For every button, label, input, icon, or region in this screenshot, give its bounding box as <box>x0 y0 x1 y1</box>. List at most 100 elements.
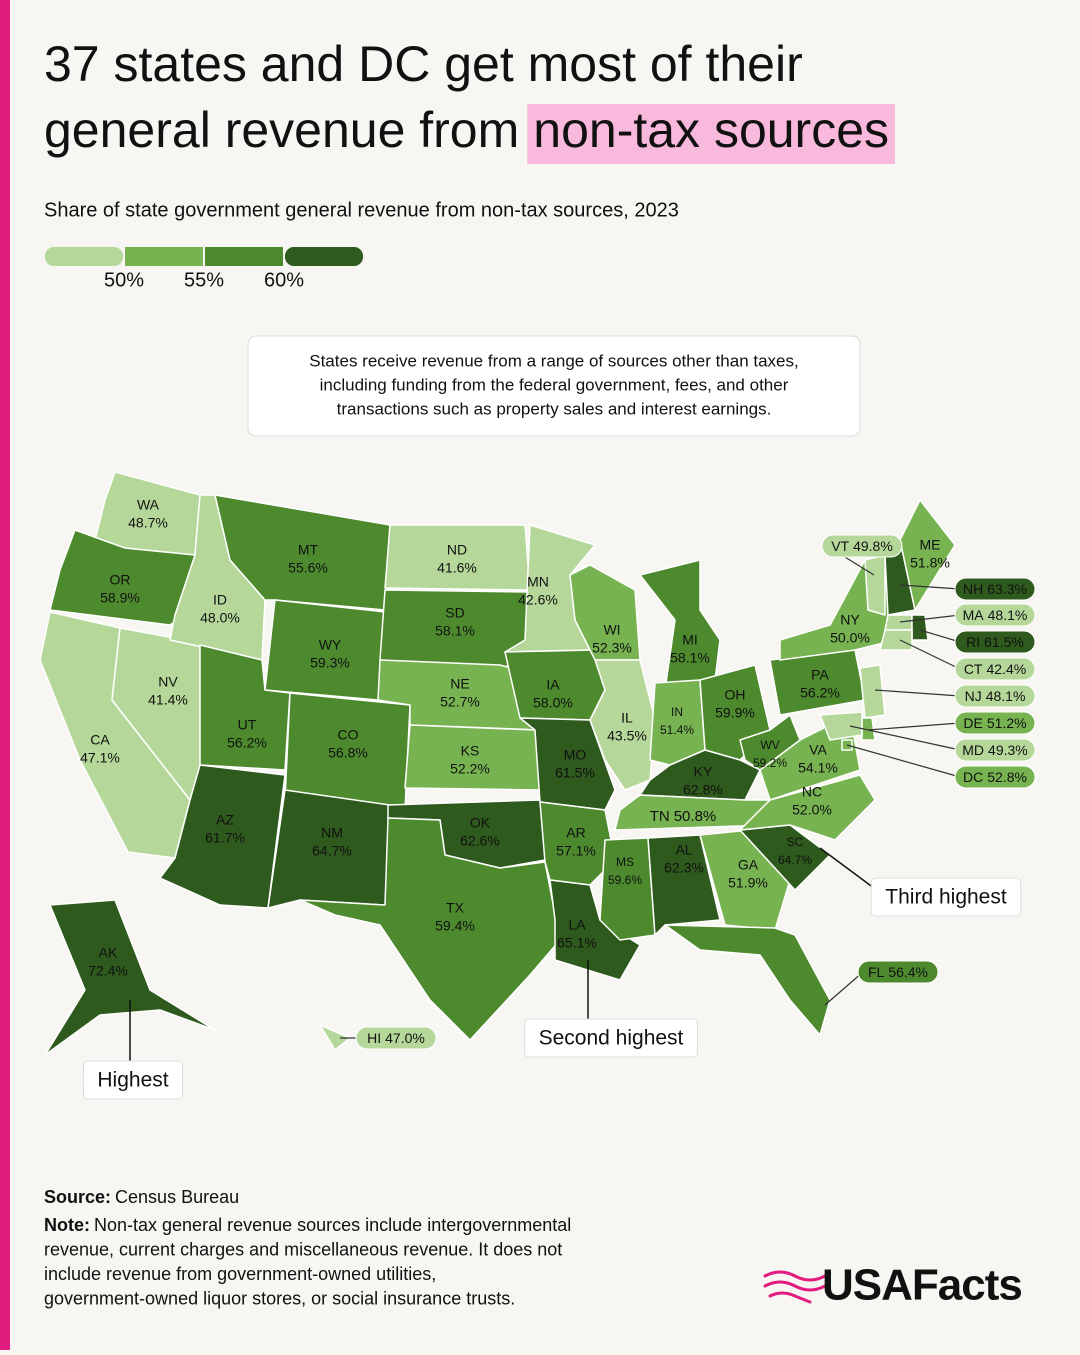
state-value: 56.8% <box>328 745 368 761</box>
state-abbr: MA <box>963 607 985 623</box>
subtitle: Share of state government general revenu… <box>44 199 679 221</box>
state-value: 55.6% <box>288 560 328 576</box>
state-label: VT 49.8% <box>831 538 893 554</box>
label-pill <box>954 738 1036 762</box>
state <box>44 899 216 1056</box>
logo-stroke <box>763 1270 827 1282</box>
state-value: 63.3% <box>987 581 1027 597</box>
leader-line <box>867 722 961 731</box>
state-value: 54.1% <box>798 760 838 776</box>
legend-swatch <box>125 247 203 266</box>
state-abbr: OH <box>725 687 746 703</box>
state-abbr: NY <box>840 612 860 628</box>
annotation-text: Third highest <box>885 886 1007 909</box>
state-label: NJ 48.1% <box>965 688 1026 704</box>
label-pill <box>954 603 1036 627</box>
legend-cap <box>52 247 112 266</box>
legend-cap <box>292 247 352 266</box>
note-text: include revenue from government-owned ut… <box>44 1264 436 1284</box>
title-highlight: non-tax sources <box>533 102 889 158</box>
state-abbr: AZ <box>216 812 234 828</box>
note: revenue, current charges and miscellaneo… <box>44 1239 562 1259</box>
state-abbr: AL <box>675 842 692 858</box>
state-abbr: IL <box>621 710 633 726</box>
leader-line <box>899 639 961 670</box>
label-pill <box>857 960 939 984</box>
state-value: 51.8% <box>910 555 950 571</box>
leader-line <box>849 725 961 751</box>
state-abbr: IA <box>546 677 560 693</box>
state-abbr: AK <box>99 945 118 961</box>
state-value: 59.9% <box>715 705 755 721</box>
logo-icon <box>763 1270 827 1304</box>
state-value: 65.1% <box>557 935 597 951</box>
map: WA 48.7% OR 58.9% CA 47.1% NV 41.4% ID 48.0% MT 55.… <box>39 471 1036 1056</box>
state-abbr: WA <box>137 497 160 513</box>
state-abbr: NC <box>802 784 822 800</box>
state-value: 52.7% <box>440 694 480 710</box>
state-abbr: KS <box>461 743 480 759</box>
label-pill <box>954 711 1036 735</box>
leader-line <box>899 614 961 623</box>
state-value: 57.1% <box>556 843 596 859</box>
state-abbr: TX <box>446 900 465 916</box>
state-abbr: VT <box>831 538 849 554</box>
source: Source: Census Bureau <box>44 1187 239 1207</box>
state-abbr: IN <box>671 705 683 719</box>
state <box>899 499 956 611</box>
title: 37 states and DC get most of their <box>44 36 803 92</box>
state-value: 48.0% <box>200 610 240 626</box>
state-value: 56.2% <box>227 735 267 751</box>
annotation-box <box>82 1060 184 1100</box>
state-label: MD 49.3% <box>962 742 1027 758</box>
label-pill <box>954 630 1036 654</box>
label-pill <box>355 1026 437 1050</box>
state <box>664 924 831 1036</box>
annotation-box <box>870 877 1022 917</box>
callout-text: transactions such as property sales and … <box>337 399 772 418</box>
state-value: 61.5% <box>555 765 595 781</box>
state-value: 51.9% <box>728 875 768 891</box>
logo-stroke <box>768 1291 812 1304</box>
state <box>599 837 656 941</box>
state-label: DC 52.8% <box>963 769 1027 785</box>
note-text: government-owned liquor stores, or socia… <box>44 1288 515 1308</box>
label-pill <box>954 684 1036 708</box>
note-label: Note: <box>44 1215 90 1235</box>
state <box>819 711 863 741</box>
state-value: 52.0% <box>792 802 832 818</box>
leader-line <box>824 971 864 1006</box>
state-value: 62.3% <box>664 860 704 876</box>
state-value: 41.6% <box>437 560 477 576</box>
state-value: 59.2% <box>753 756 787 770</box>
annotation-box <box>524 1018 698 1058</box>
state-abbr: CA <box>90 732 110 748</box>
state-abbr: NJ <box>965 688 982 704</box>
state-value: 43.5% <box>607 728 647 744</box>
state-abbr: MS <box>616 855 634 869</box>
state-abbr: MD <box>962 742 984 758</box>
leader-line <box>846 744 961 778</box>
label-pill <box>954 577 1036 601</box>
callout-text: including funding from the federal gover… <box>320 375 789 394</box>
state-value: 48.1% <box>988 607 1028 623</box>
callout-box <box>247 335 861 437</box>
state-value: 61.7% <box>205 830 245 846</box>
state-abbr: OK <box>470 815 491 831</box>
legend-swatch <box>205 247 283 266</box>
state-abbr: MO <box>564 747 587 763</box>
state <box>879 629 913 651</box>
state-value: 49.8% <box>853 538 893 554</box>
note-text: Non-tax general revenue sources include … <box>94 1215 571 1235</box>
state-abbr: MI <box>682 632 698 648</box>
state-abbr: OR <box>110 572 131 588</box>
state-value: 51.4% <box>660 723 694 737</box>
state-label: CT 42.4% <box>964 661 1026 677</box>
leader-line <box>919 629 961 643</box>
state-abbr: GA <box>738 857 759 873</box>
state-label: MA 48.1% <box>963 607 1028 623</box>
note-text: revenue, current charges and miscellaneo… <box>44 1239 562 1259</box>
state-abbr: MN <box>527 574 549 590</box>
state-value: 56.4% <box>888 964 928 980</box>
